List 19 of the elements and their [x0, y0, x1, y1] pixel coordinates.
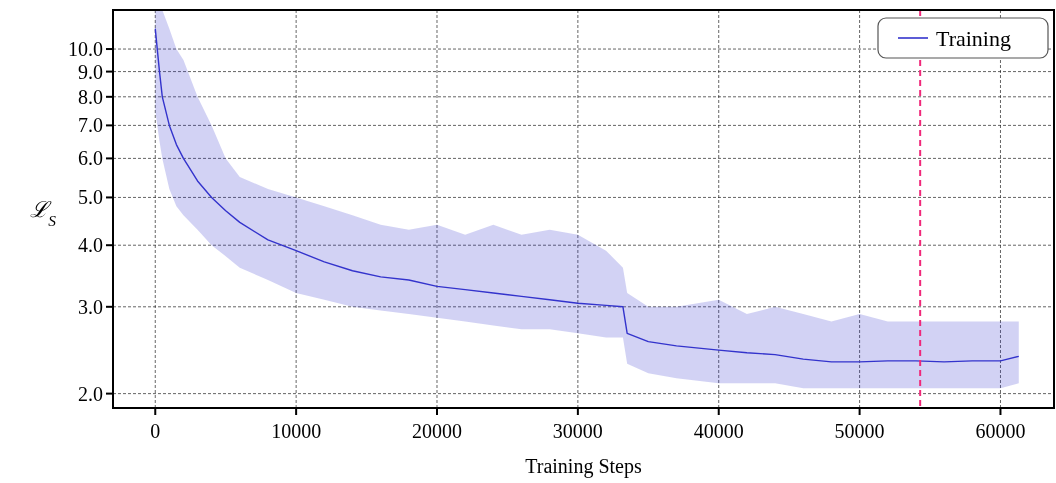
x-tick-label: 30000 — [552, 420, 603, 442]
y-tick-label: 5.0 — [78, 186, 103, 209]
y-tick-label: 2.0 — [78, 382, 103, 405]
legend-label: Training — [936, 25, 1011, 51]
x-axis-title: Training Steps — [525, 455, 642, 478]
y-tick-label: 8.0 — [78, 85, 103, 108]
y-tick-label: 3.0 — [78, 295, 103, 318]
x-tick-label: 60000 — [975, 420, 1026, 442]
y-tick-label: 7.0 — [78, 114, 103, 137]
x-tick-label: 50000 — [834, 420, 885, 442]
x-tick-label: 0 — [150, 420, 161, 442]
y-tick-label: 10.0 — [68, 38, 103, 61]
x-tick-label: 40000 — [693, 420, 744, 442]
x-tick-label: 20000 — [412, 420, 462, 442]
x-tick-label: 10000 — [271, 420, 322, 442]
y-tick-label: 9.0 — [78, 60, 103, 83]
y-axis-title: ℒ$_{S}$ — [30, 196, 57, 229]
y-tick-label: 6.0 — [78, 147, 103, 170]
y-tick-label: 4.0 — [78, 234, 103, 257]
